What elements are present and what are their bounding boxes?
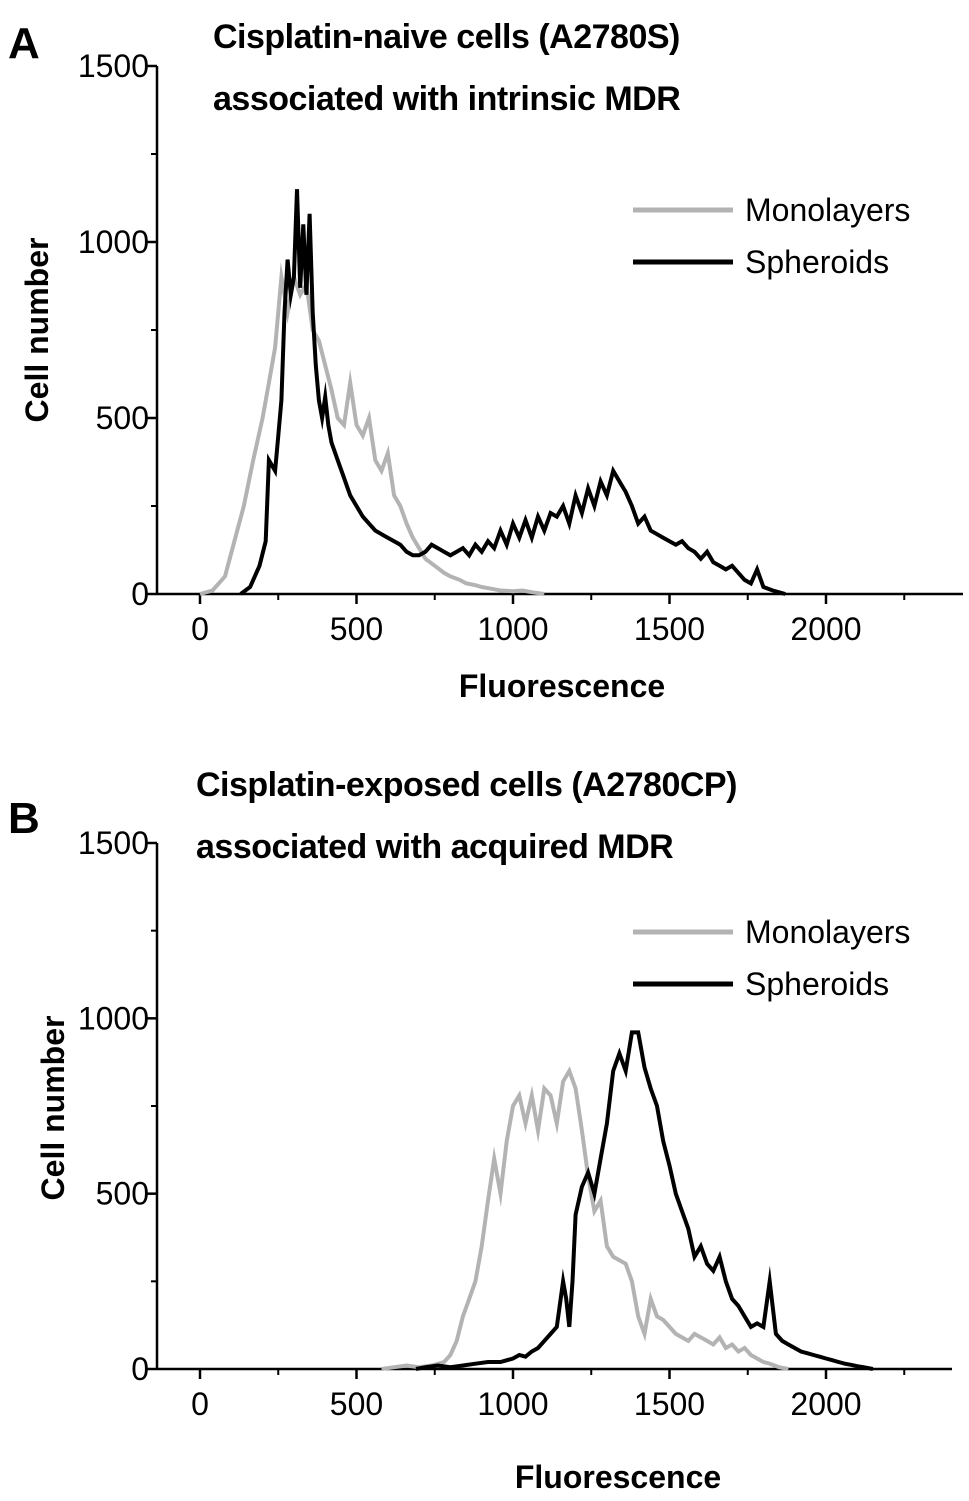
- legend-label-spheroids: Spheroids: [745, 966, 889, 1002]
- legend-label-monolayers: Monolayers: [745, 914, 910, 950]
- x-tick-label: 1500: [634, 1386, 705, 1422]
- series-line-monolayers: [381, 1066, 789, 1371]
- x-tick-label: 0: [191, 1386, 209, 1422]
- x-tick-label: 2000: [790, 1386, 861, 1422]
- chart-title-line: associated with intrinsic MDR: [213, 80, 680, 118]
- y-tick-label: 0: [131, 1351, 149, 1387]
- x-tick-label: 500: [330, 1386, 383, 1422]
- chart-title-line: associated with acquired MDR: [196, 828, 673, 866]
- x-axis-label: Fluorescence: [515, 1459, 721, 1495]
- x-tick-label: 1000: [477, 611, 548, 647]
- series-spheroids: [239, 189, 786, 596]
- y-tick-label: 500: [96, 1176, 149, 1212]
- y-tick-label: 0: [131, 576, 149, 612]
- y-axis-label: Cell number: [35, 1016, 71, 1201]
- y-tick-label: 1000: [78, 1000, 149, 1036]
- x-axis-label: Fluorescence: [459, 668, 665, 704]
- x-tick-label: 500: [330, 611, 383, 647]
- y-tick-label: 500: [96, 400, 149, 436]
- x-tick-label: 1500: [634, 611, 705, 647]
- y-tick-label: 1500: [78, 48, 149, 84]
- series-monolayers: [199, 261, 545, 596]
- series-monolayers: [381, 1066, 789, 1371]
- x-tick-label: 1000: [477, 1386, 548, 1422]
- legend-label-spheroids: Spheroids: [745, 244, 889, 280]
- series-line-spheroids: [239, 189, 786, 596]
- series-spheroids: [415, 1030, 874, 1371]
- series-line-spheroids: [415, 1030, 874, 1371]
- legend-label-monolayers: Monolayers: [745, 192, 910, 228]
- chart-title-line: Cisplatin-exposed cells (A2780CP): [196, 766, 737, 804]
- chart-panel-a: A Cisplatin-naive cells (A2780S) associate…: [8, 18, 963, 704]
- y-tick-label: 1000: [78, 224, 149, 260]
- y-axis-label: Cell number: [19, 238, 55, 423]
- panel-letter: B: [8, 794, 40, 843]
- panel-letter: A: [8, 19, 40, 68]
- chart-panel-b: B Cisplatin-exposed cells (A2780CP) associ…: [8, 766, 952, 1495]
- series-line-monolayers: [199, 261, 545, 596]
- y-tick-label: 1500: [78, 825, 149, 861]
- x-tick-label: 2000: [790, 611, 861, 647]
- chart-title-line: Cisplatin-naive cells (A2780S): [213, 18, 680, 56]
- x-tick-label: 0: [191, 611, 209, 647]
